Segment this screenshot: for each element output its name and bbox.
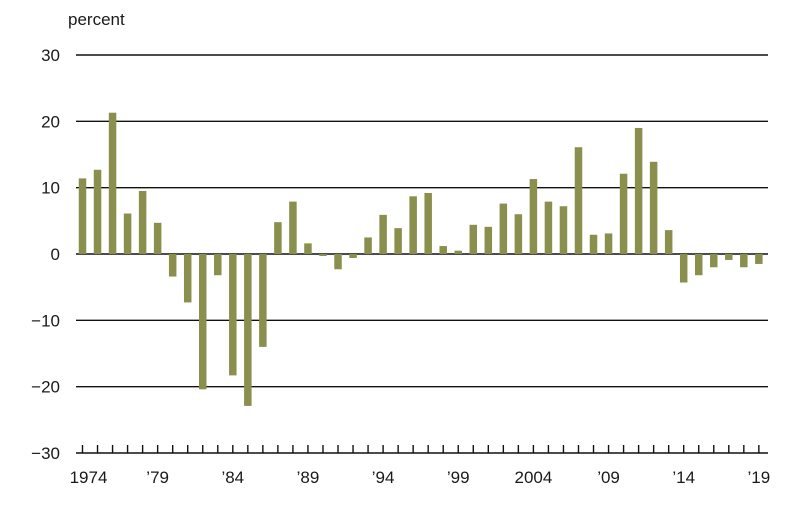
gridlines <box>76 54 768 388</box>
bars <box>78 112 763 406</box>
bar-1983 <box>214 254 222 276</box>
x-axis <box>76 445 768 454</box>
bar-1989 <box>304 243 312 254</box>
y-tick-label: −30 <box>31 444 60 463</box>
x-tick-label: 2004 <box>514 468 552 487</box>
bar-2007 <box>574 147 583 254</box>
bar-1986 <box>259 254 267 347</box>
y-axis-unit-label: percent <box>68 10 125 29</box>
bar-2006 <box>559 206 568 254</box>
bar-2012 <box>649 161 658 254</box>
bar-1996 <box>409 196 417 254</box>
bar-1988 <box>289 201 297 254</box>
bar-2017 <box>725 254 733 260</box>
bar-1985 <box>244 254 252 406</box>
bar-2014 <box>679 254 688 283</box>
bar-2015 <box>694 254 703 276</box>
y-tick-label: 30 <box>41 46 60 65</box>
y-tick-label: 20 <box>41 112 60 131</box>
bar-1978 <box>138 190 147 254</box>
bar-1982 <box>198 254 207 390</box>
bar-2002 <box>499 203 508 254</box>
bar-2009 <box>604 233 613 254</box>
bar-1992 <box>349 254 357 258</box>
bar-2016 <box>710 254 718 268</box>
bar-1974 <box>78 178 87 254</box>
bar-1981 <box>183 254 192 303</box>
x-tick-label: ’84 <box>221 468 244 487</box>
y-tick-label: 10 <box>41 179 60 198</box>
x-tick-label: 1974 <box>70 468 108 487</box>
y-tick-labels: 30 20 10 0 −10 −20 −30 <box>31 46 60 463</box>
bar-1976 <box>108 112 117 255</box>
x-tick-label: ’94 <box>372 468 395 487</box>
bar-1979 <box>153 222 162 254</box>
bar-1995 <box>394 228 402 254</box>
bar-2013 <box>664 230 673 254</box>
y-tick-label: 0 <box>51 245 60 264</box>
bar-2011 <box>634 127 643 254</box>
bar-2001 <box>484 226 493 254</box>
bar-2000 <box>469 224 478 254</box>
bar-2004 <box>529 179 538 254</box>
x-tick-label: ’89 <box>297 468 320 487</box>
bar-2010 <box>619 173 628 254</box>
bar-1990 <box>319 254 327 256</box>
bar-1998 <box>439 246 447 254</box>
x-tick-label: ’14 <box>672 468 695 487</box>
y-tick-label: −10 <box>31 311 60 330</box>
bar-1984 <box>229 254 237 376</box>
y-tick-label: −20 <box>31 378 60 397</box>
x-tick-label: ’79 <box>146 468 169 487</box>
bar-1993 <box>364 237 372 254</box>
x-tick-label: ’99 <box>447 468 470 487</box>
bar-1991 <box>334 254 342 270</box>
bar-2019 <box>755 254 763 264</box>
bar-1997 <box>424 192 432 254</box>
bar-1994 <box>379 214 387 254</box>
bar-2003 <box>514 214 523 254</box>
bar-1999 <box>454 250 462 254</box>
bar-1977 <box>123 213 132 254</box>
bar-1980 <box>168 254 177 277</box>
bar-1975 <box>93 169 102 254</box>
bar-2008 <box>589 234 598 254</box>
bar-2005 <box>544 201 553 254</box>
x-tick-label: ’09 <box>597 468 620 487</box>
bar-1987 <box>274 222 282 254</box>
x-tick-label: ’19 <box>748 468 771 487</box>
x-tick-labels: 1974 ’79 ’84 ’89 ’94 ’99 2004 ’09 ’14 ’19 <box>70 468 771 487</box>
bar-2018 <box>740 254 748 268</box>
